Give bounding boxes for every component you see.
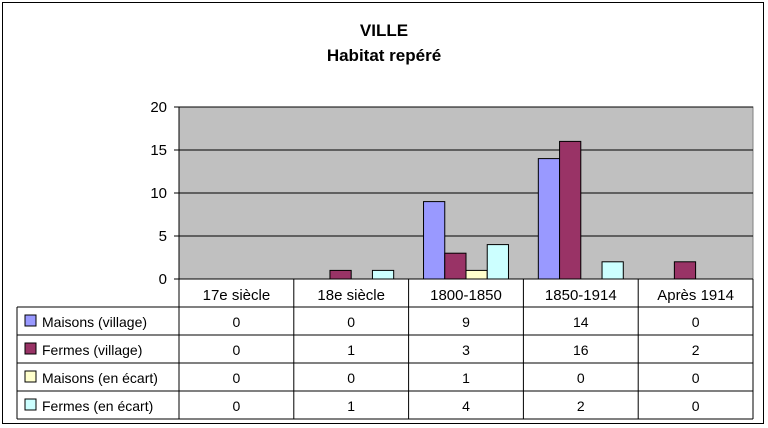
data-label: 0 xyxy=(233,314,241,330)
bar xyxy=(673,261,697,280)
y-tick-label: 15 xyxy=(150,142,167,159)
data-label: 2 xyxy=(692,342,700,358)
category-label: Après 1914 xyxy=(657,287,734,304)
data-label: 14 xyxy=(573,314,589,330)
chart-subtitle: Habitat repéré xyxy=(327,46,441,65)
data-label: 0 xyxy=(233,370,241,386)
data-label: 0 xyxy=(692,314,700,330)
plot-area: 0 5 10 15 20 xyxy=(150,99,754,288)
data-label: 3 xyxy=(462,342,470,358)
legend-label: Fermes (en écart) xyxy=(42,398,153,414)
legend-swatch xyxy=(24,370,37,383)
chart-frame: VILLE Habitat repéré 0 5 10 15 20 17e siècle… xyxy=(2,2,764,424)
legend-label: Fermes (village) xyxy=(42,342,142,358)
y-tick-label: 20 xyxy=(150,99,167,116)
data-label: 0 xyxy=(692,370,700,386)
data-label: 1 xyxy=(462,370,470,386)
data-label: 0 xyxy=(577,370,585,386)
data-label: 4 xyxy=(462,398,470,414)
legend-label: Maisons (en écart) xyxy=(42,370,158,386)
bar xyxy=(601,261,624,280)
bar xyxy=(486,244,509,280)
data-label: 0 xyxy=(692,398,700,414)
chart-title: VILLE xyxy=(360,21,408,40)
data-table: 17e siècle 18e siècle 1800-1850 1850-1914 Ap… xyxy=(16,278,754,420)
data-label: 0 xyxy=(347,370,355,386)
bar xyxy=(559,140,582,280)
legend-label: Maisons (village) xyxy=(42,314,147,330)
data-label: 0 xyxy=(347,314,355,330)
data-label: 16 xyxy=(573,342,589,358)
category-label: 1800-1850 xyxy=(430,287,502,304)
bar xyxy=(329,269,352,280)
bar xyxy=(465,269,488,280)
category-label: 18e siècle xyxy=(317,287,385,304)
data-label: 2 xyxy=(577,398,585,414)
data-label: 0 xyxy=(233,342,241,358)
y-tick-label: 10 xyxy=(150,185,167,202)
category-label: 1850-1914 xyxy=(545,287,617,304)
bar xyxy=(371,269,395,280)
legend-swatch xyxy=(24,314,37,327)
data-label: 1 xyxy=(347,398,355,414)
bar xyxy=(444,252,467,280)
y-tick-label: 5 xyxy=(159,228,167,245)
bar xyxy=(537,158,561,280)
data-label: 9 xyxy=(462,314,470,330)
bar xyxy=(423,201,446,280)
legend-swatch xyxy=(24,398,37,411)
data-label: 0 xyxy=(233,398,241,414)
category-label: 17e siècle xyxy=(203,287,271,304)
legend-swatch xyxy=(24,342,37,355)
data-label: 1 xyxy=(347,342,355,358)
y-tick-label: 0 xyxy=(159,271,167,288)
